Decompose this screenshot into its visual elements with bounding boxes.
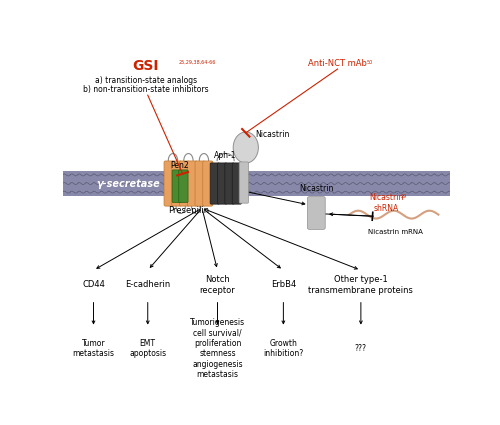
Text: Nicastrin
shRNA: Nicastrin shRNA [369,193,403,213]
FancyBboxPatch shape [218,163,227,204]
Text: Presenilin: Presenilin [168,207,209,215]
Text: γ-secretase: γ-secretase [96,178,160,189]
FancyBboxPatch shape [179,170,188,203]
FancyBboxPatch shape [308,197,325,230]
Text: E-cadherin: E-cadherin [125,280,170,289]
Bar [62,171,450,196]
FancyBboxPatch shape [210,163,220,204]
Text: GSI: GSI [132,59,159,73]
Text: 29: 29 [400,194,406,199]
FancyBboxPatch shape [195,161,205,206]
FancyBboxPatch shape [239,162,248,203]
Text: Notch
receptor: Notch receptor [200,275,235,295]
Text: EMT
apoptosis: EMT apoptosis [129,339,166,359]
Text: Pen2: Pen2 [170,162,189,170]
Text: Growth
inhibition?: Growth inhibition? [263,339,304,359]
Text: ErbB4: ErbB4 [271,280,296,289]
Text: 50: 50 [366,60,373,65]
FancyBboxPatch shape [172,170,182,203]
FancyBboxPatch shape [164,161,174,206]
FancyBboxPatch shape [203,161,213,206]
FancyBboxPatch shape [225,163,234,204]
Ellipse shape [233,132,258,163]
Text: b) non-transition-state inhibitors: b) non-transition-state inhibitors [83,85,208,94]
Text: Anti-NCT mAb: Anti-NCT mAb [308,59,367,68]
Text: Other type-1
transmembrane proteins: Other type-1 transmembrane proteins [308,275,414,295]
Text: Tumorigenesis
cell survival/
proliferation
stemness
angiogenesis
metastasis: Tumorigenesis cell survival/ proliferati… [190,318,245,379]
Text: Nicastrin: Nicastrin [256,130,290,139]
FancyBboxPatch shape [232,163,241,204]
Text: CD44: CD44 [82,280,105,289]
Text: Nicastrin mRNA: Nicastrin mRNA [368,230,423,235]
FancyBboxPatch shape [172,161,182,206]
Text: Aph-1: Aph-1 [214,150,236,160]
Text: ???: ??? [355,344,367,353]
FancyBboxPatch shape [180,161,190,206]
Text: Nicastrin: Nicastrin [299,184,334,193]
Text: 25,29,38,64-66: 25,29,38,64-66 [179,60,216,65]
Text: a) transition-state analogs: a) transition-state analogs [95,76,197,85]
FancyBboxPatch shape [188,161,198,206]
Text: Tumor
metastasis: Tumor metastasis [72,339,114,359]
